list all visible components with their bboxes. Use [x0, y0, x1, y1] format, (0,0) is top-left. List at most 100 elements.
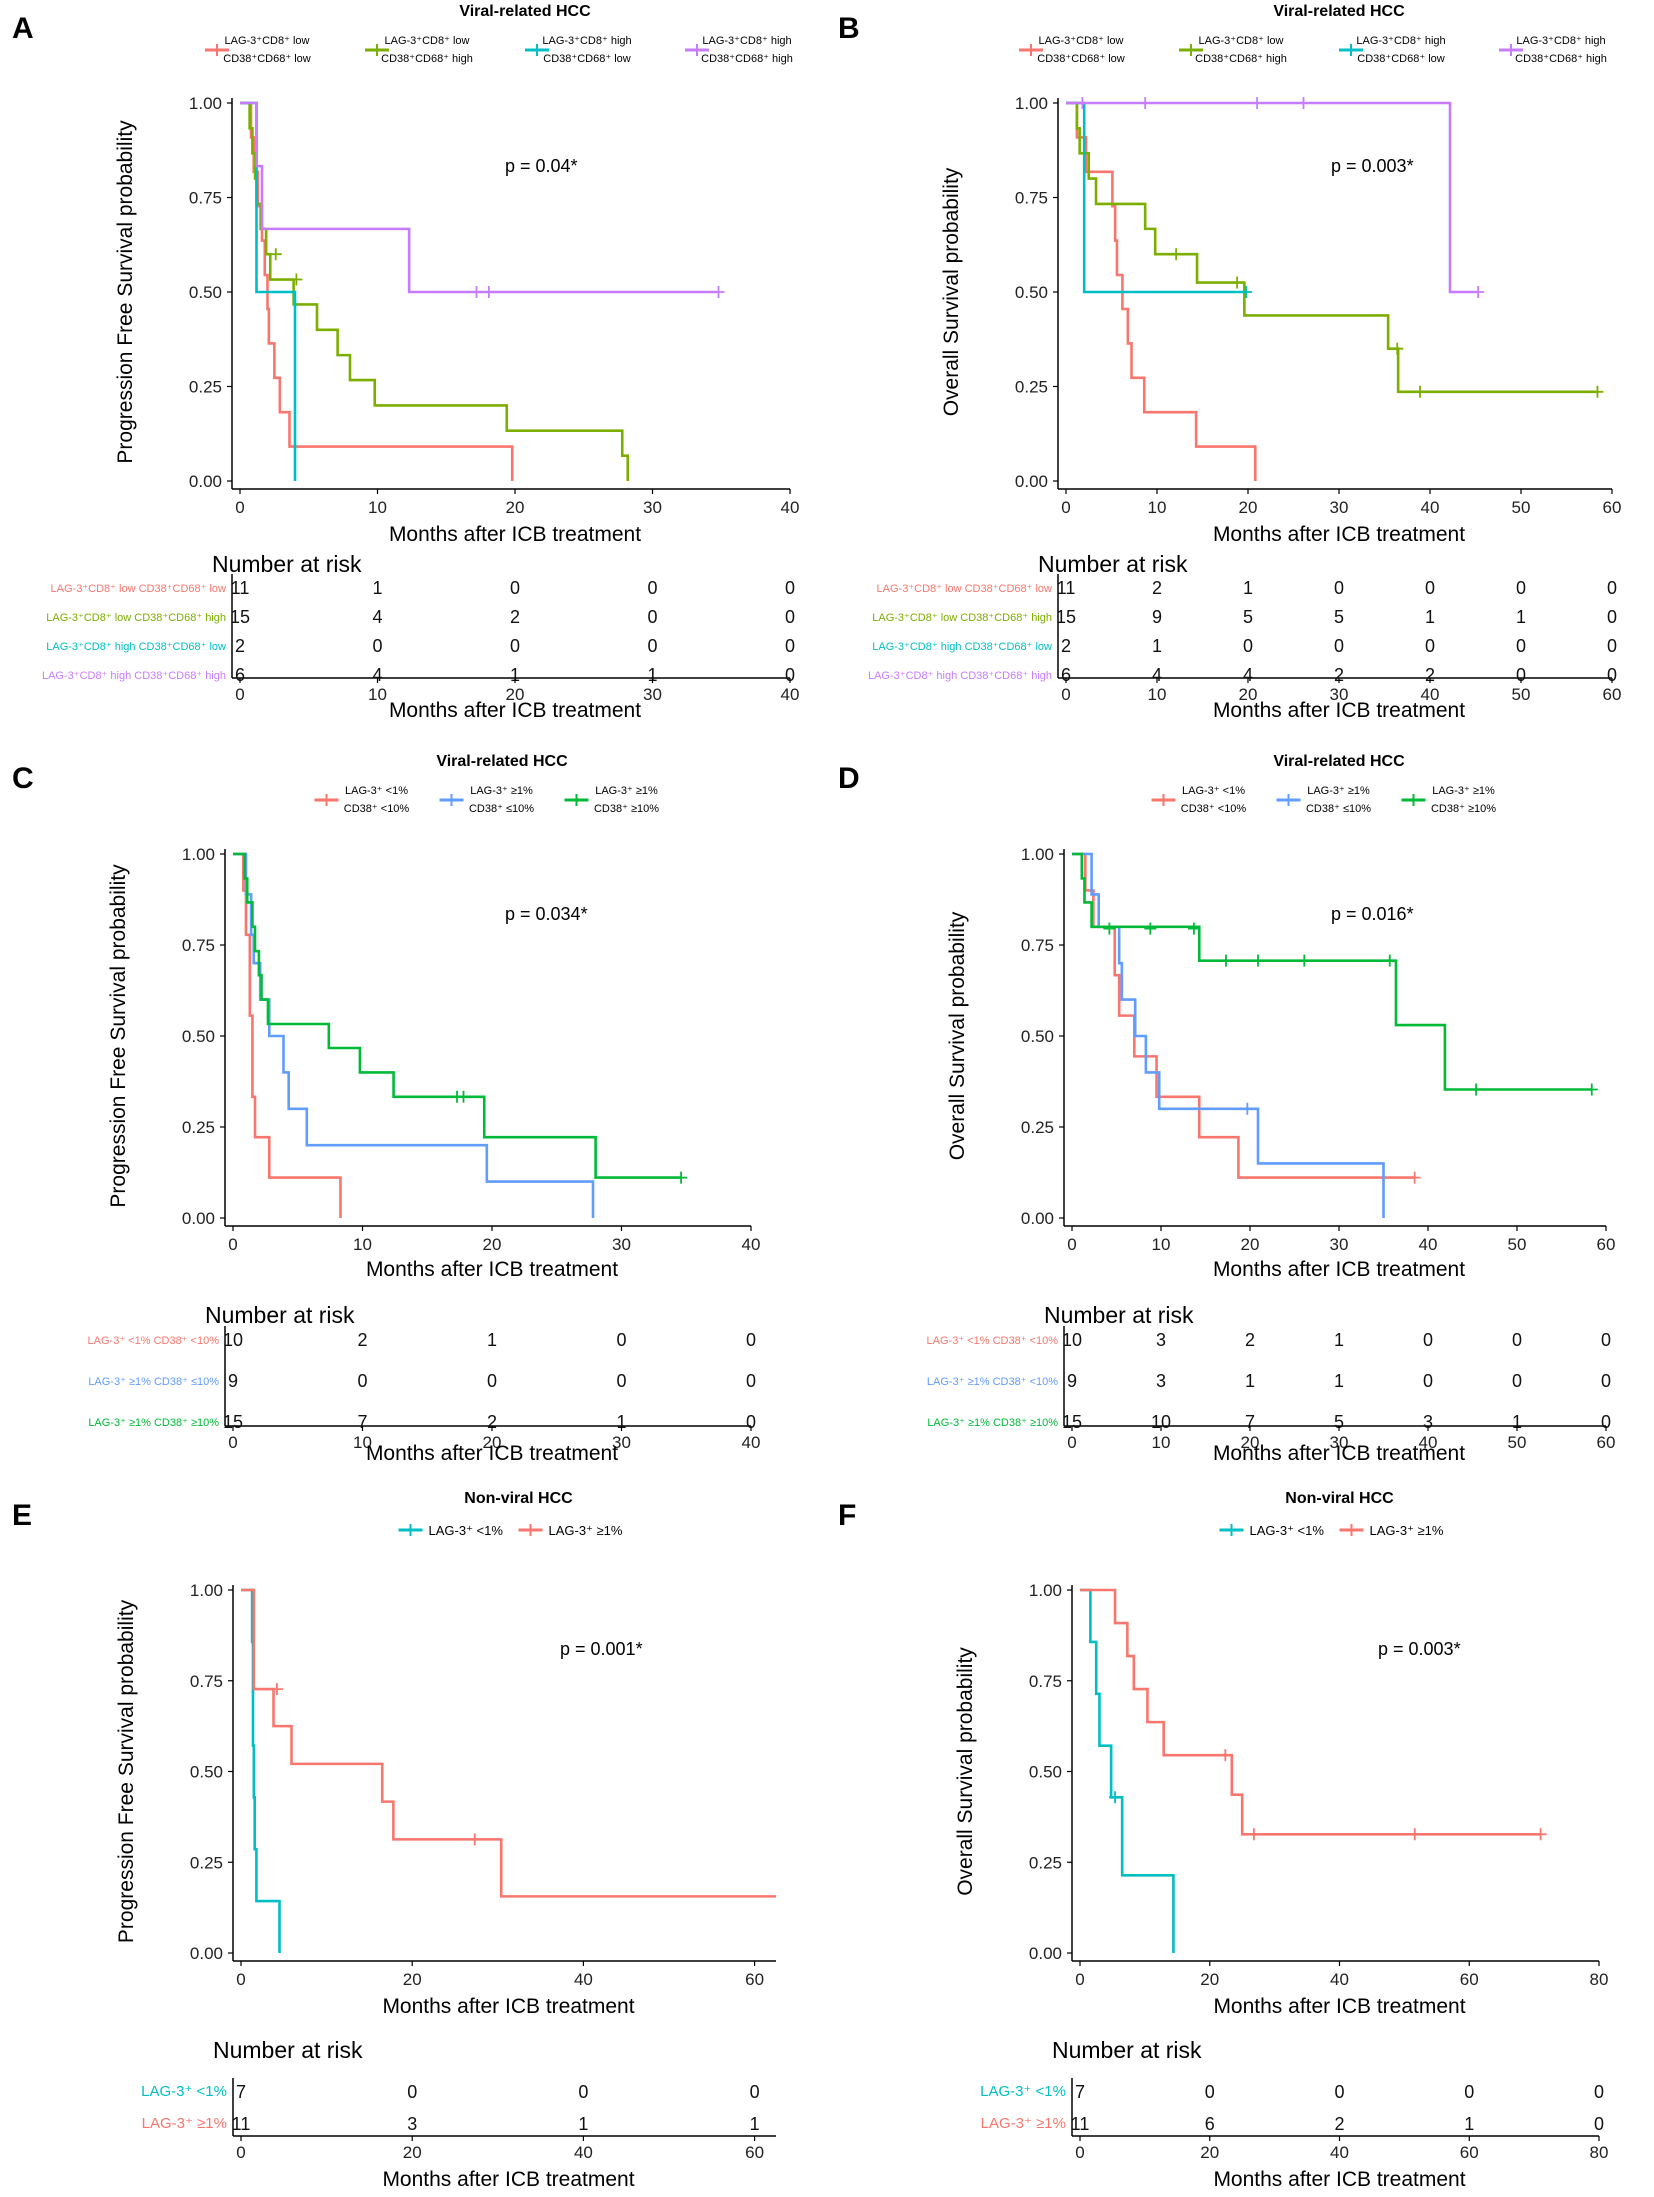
- risk-count: 6: [1061, 665, 1071, 685]
- risk-count: 15: [1062, 1412, 1082, 1432]
- panel-subtitle: Viral-related HCC: [436, 753, 568, 770]
- legend-item: LAG-3⁺ ≥1% CD38⁺ ≤10%: [1276, 785, 1371, 815]
- risk-count: 0: [647, 636, 657, 656]
- risk-count: 0: [1607, 636, 1617, 656]
- risk-row-label: LAG-3⁺ ≥1% CD38⁺ ≥10%: [88, 1417, 219, 1429]
- risk-count: 0: [1594, 2114, 1604, 2134]
- risk-count: 0: [647, 607, 657, 627]
- risk-x-tick-label: 30: [643, 685, 662, 704]
- km-curve: [1066, 101, 1247, 294]
- risk-count: 1: [1152, 636, 1162, 656]
- km-curve: [1080, 1588, 1175, 1953]
- y-tick-label: 1.00: [190, 1581, 223, 1600]
- risk-count: 0: [750, 2082, 760, 2102]
- legend-label-line1: LAG-3⁺CD8⁺ high: [1356, 35, 1445, 47]
- risk-x-tick-label: 0: [1061, 685, 1070, 704]
- legend-label-line1: LAG-3⁺CD8⁺ high: [542, 35, 631, 47]
- x-tick-label: 0: [236, 1970, 245, 1989]
- y-tick-label: 1.00: [182, 845, 215, 864]
- km-curve: [1066, 101, 1598, 394]
- legend-item: LAG-3⁺ ≥1% CD38⁺ ≥10%: [1401, 785, 1496, 815]
- risk-count: 1: [487, 1330, 497, 1350]
- risk-count: 1: [1245, 1371, 1255, 1391]
- y-tick-label: 0.00: [1029, 1944, 1062, 1963]
- km-series: [1066, 97, 1485, 298]
- x-tick-label: 10: [1152, 1235, 1171, 1254]
- risk-count: 7: [236, 2082, 246, 2102]
- km-curve: [1066, 101, 1257, 481]
- risk-table-title: Number at risk: [213, 2037, 363, 2063]
- risk-count: 1: [510, 665, 520, 685]
- risk-x-tick-label: 30: [612, 1433, 631, 1452]
- risk-count: 1: [578, 2114, 588, 2134]
- km-curve: [240, 101, 719, 294]
- censor-mark: [1231, 276, 1244, 289]
- risk-x-axis-label: Months after ICB treatment: [366, 1442, 618, 1465]
- risk-count: 2: [1334, 665, 1344, 685]
- legend-item: LAG-3⁺ <1% CD38⁺ <10%: [314, 785, 409, 815]
- risk-count: 2: [357, 1330, 367, 1350]
- km-curve: [240, 101, 297, 481]
- risk-count: 7: [1075, 2082, 1085, 2102]
- legend-label-line2: CD38⁺CD68⁺ high: [1515, 53, 1607, 65]
- y-tick-label: 0.75: [182, 936, 215, 955]
- x-tick-label: 0: [1075, 1970, 1084, 1989]
- censor-mark: [1472, 286, 1485, 298]
- legend-label-line2: CD38⁺CD68⁺ high: [381, 53, 473, 65]
- x-tick-label: 10: [368, 498, 387, 517]
- risk-count: 1: [1334, 1371, 1344, 1391]
- legend-label-line2: CD38⁺CD68⁺ high: [701, 53, 793, 65]
- km-series: [240, 101, 514, 481]
- risk-count: 0: [357, 1371, 367, 1391]
- risk-count: 5: [1334, 607, 1344, 627]
- y-tick-label: 1.00: [1021, 845, 1054, 864]
- risk-row-label: LAG-3⁺ ≥1% CD38⁺ ≥10%: [927, 1417, 1058, 1429]
- x-axis-label: Months after ICB treatment: [389, 523, 641, 546]
- risk-table: Number at risk LAG-3⁺ <1% 7 0 0 0 0 LAG-3⁺ ≥1% 1…: [980, 2037, 1608, 2191]
- risk-count: 9: [1152, 607, 1162, 627]
- y-tick-label: 1.00: [1029, 1581, 1062, 1600]
- risk-count: 0: [1516, 578, 1526, 598]
- legend-label-line2: CD38⁺ ≥10%: [1431, 803, 1496, 815]
- p-value: p = 0.001*: [560, 1639, 643, 1659]
- risk-x-axis-label: Months after ICB treatment: [1213, 699, 1465, 722]
- censor-mark: [1534, 1828, 1547, 1841]
- risk-row-label: LAG-3⁺ <1%: [980, 2083, 1066, 2100]
- y-tick-label: 0.00: [182, 1209, 215, 1228]
- legend-item: LAG-3⁺CD8⁺ low CD38⁺CD68⁺ high: [1179, 35, 1287, 65]
- risk-count: 0: [1607, 665, 1617, 685]
- risk-row-label: LAG-3⁺CD8⁺ high CD38⁺CD68⁺ low: [46, 641, 226, 653]
- risk-count: 15: [223, 1412, 243, 1432]
- x-axis-label: Months after ICB treatment: [1213, 1258, 1465, 1281]
- risk-count: 0: [1607, 578, 1617, 598]
- km-curve: [233, 852, 342, 1218]
- km-series: [233, 852, 688, 1184]
- risk-count: 2: [1245, 1330, 1255, 1350]
- risk-count: 4: [372, 607, 382, 627]
- panel-label: E: [12, 1499, 32, 1532]
- y-axis-label: Overall Survival probability: [954, 1647, 977, 1896]
- y-tick-label: 1.00: [1015, 94, 1048, 113]
- censor-mark: [1585, 1083, 1598, 1096]
- panel-label: B: [838, 12, 860, 45]
- risk-x-tick-label: 50: [1508, 1433, 1527, 1452]
- km-curve: [1080, 1588, 1541, 1836]
- risk-x-tick-label: 0: [228, 1433, 237, 1452]
- censor-mark: [1408, 1171, 1421, 1184]
- risk-row-label: LAG-3⁺CD8⁺ low CD38⁺CD68⁺ low: [877, 583, 1053, 595]
- risk-x-tick-label: 40: [742, 1433, 761, 1452]
- y-tick-label: 1.00: [189, 94, 222, 113]
- risk-count: 9: [1067, 1371, 1077, 1391]
- risk-count: 0: [785, 665, 795, 685]
- risk-x-tick-label: 40: [1419, 1433, 1438, 1452]
- x-tick-label: 60: [1597, 1235, 1616, 1254]
- censor-mark: [1144, 922, 1157, 935]
- risk-x-tick-label: 60: [745, 2143, 764, 2162]
- x-tick-label: 40: [742, 1235, 761, 1254]
- risk-count: 1: [616, 1412, 626, 1432]
- risk-row-label: LAG-3⁺ <1% CD38⁺ <10%: [927, 1335, 1059, 1347]
- km-curve: [240, 101, 514, 481]
- risk-count: 10: [1062, 1330, 1082, 1350]
